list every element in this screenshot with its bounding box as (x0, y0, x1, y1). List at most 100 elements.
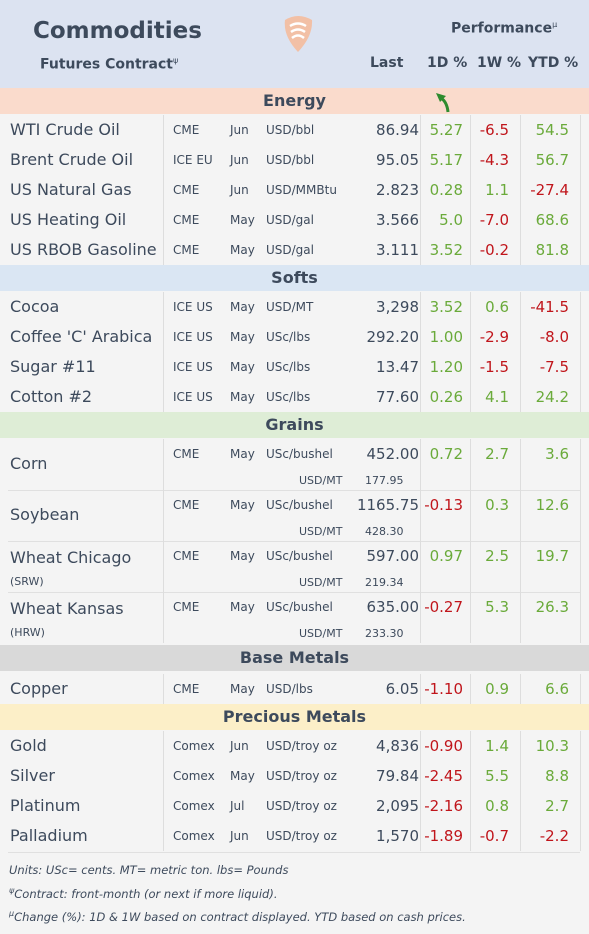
row-divider (8, 490, 580, 491)
footnote-contract: ψContract: front-month (or next if more … (9, 886, 278, 901)
col-1w: 1W % (477, 55, 522, 71)
last-price: 6.05 (385, 680, 419, 698)
unit: USD/bbl (266, 123, 315, 137)
table-row: Brent Crude Oil ICE EU Jun USD/bbl 95.05 5.17… (0, 145, 589, 175)
contract-month: May (230, 447, 255, 461)
contract-month: Jun (230, 739, 249, 753)
commodity-name: Silver (10, 766, 55, 785)
column-divider (580, 674, 581, 704)
change-ytd: -27.4 (530, 181, 569, 199)
change-1d: 0.28 (429, 181, 463, 199)
unit: USD/MT (266, 300, 314, 314)
row-divider (8, 541, 580, 542)
contract-month: May (230, 600, 255, 614)
column-divider (470, 115, 471, 265)
unit: USD/gal (266, 213, 314, 227)
contract-month: May (230, 682, 255, 696)
change-1d: 0.72 (429, 445, 463, 463)
change-ytd: 54.5 (535, 121, 569, 139)
section-header-precious: Precious Metals (0, 704, 589, 730)
commodity-name: Palladium (10, 826, 88, 845)
unit-metric: USD/MT (299, 576, 343, 589)
section-header-base: Base Metals (0, 645, 589, 671)
column-divider (420, 115, 421, 265)
last-price: 3.566 (376, 211, 419, 229)
table-row: Gold Comex Jun USD/troy oz 4,836 -0.90 1.4 10.3 (0, 731, 589, 761)
commodity-name: Cocoa (10, 297, 60, 316)
page-title: Commodities (33, 18, 202, 44)
last-price-metric: 219.34 (365, 576, 404, 589)
change-1d: 0.97 (429, 547, 463, 565)
change-1d: 1.20 (429, 358, 463, 376)
change-1d: -0.90 (424, 737, 463, 755)
table-row: Silver Comex May USD/troy oz 79.84 -2.45 5.5 8.… (0, 761, 589, 791)
row-divider (8, 592, 580, 593)
unit: USD/troy oz (266, 799, 337, 813)
unit: USD/bbl (266, 153, 315, 167)
column-divider (580, 115, 581, 265)
change-1w: -0.7 (479, 827, 509, 845)
exchange: CME (173, 213, 200, 227)
exchange: CME (173, 183, 200, 197)
section-header-grains: Grains (0, 412, 589, 438)
commodity-name: Sugar #11 (10, 357, 96, 376)
table-row: Corn CME May USc/bushel 452.00 0.72 2.7 3.6 USD/… (0, 439, 589, 490)
change-1w: -6.5 (479, 121, 509, 139)
commodity-note: (HRW) (10, 626, 45, 639)
change-ytd: 26.3 (535, 598, 569, 616)
last-price: 2,095 (376, 797, 419, 815)
change-1d: 3.52 (429, 298, 463, 316)
last-price: 13.47 (376, 358, 419, 376)
column-divider (420, 731, 421, 851)
contract-month: May (230, 549, 255, 563)
commodity-name: Gold (10, 736, 47, 755)
commodity-name: Platinum (10, 796, 81, 815)
table-row: Soybean CME May USc/bushel 1165.75 -0.13 0.3 12… (0, 490, 589, 541)
exchange: CME (173, 498, 200, 512)
change-ytd: -7.5 (539, 358, 569, 376)
change-1w: 5.5 (485, 767, 509, 785)
change-1w: 2.7 (485, 445, 509, 463)
table-row: Copper CME May USD/lbs 6.05 -1.10 0.9 6.6 (0, 674, 589, 704)
exchange: CME (173, 549, 200, 563)
change-ytd: 81.8 (535, 241, 569, 259)
commodity-name: Soybean (10, 505, 80, 524)
last-price: 292.20 (366, 328, 420, 346)
table-row: Platinum Comex Jul USD/troy oz 2,095 -2.16 0.8… (0, 791, 589, 821)
table-row: US RBOB Gasoline CME May USD/gal 3.111 3.52 -0… (0, 235, 589, 265)
column-divider (163, 731, 164, 851)
change-1d: -1.10 (424, 680, 463, 698)
change-1w: 2.5 (485, 547, 509, 565)
last-price: 3,298 (376, 298, 419, 316)
subtitle-sup: ψ (173, 56, 179, 65)
table-row: Wheat Kansas (HRW) CME May USc/bushel 635.00-… (0, 592, 589, 643)
change-1w: 0.6 (485, 298, 509, 316)
change-ytd: 10.3 (535, 737, 569, 755)
change-ytd: 8.8 (545, 767, 569, 785)
header: Commodities Futures Contractψ Performanc… (0, 0, 589, 88)
col-last: Last (370, 55, 404, 71)
last-price: 1165.75 (356, 496, 419, 514)
column-divider (470, 674, 471, 704)
last-price: 2.823 (376, 181, 419, 199)
last-price-metric: 233.30 (365, 627, 404, 640)
column-divider (520, 292, 521, 412)
contract-month: May (230, 769, 255, 783)
last-price: 1,570 (376, 827, 419, 845)
exchange: Comex (173, 739, 215, 753)
column-divider (163, 674, 164, 704)
exchange: CME (173, 600, 200, 614)
table-row: Cocoa ICE US May USD/MT 3,298 3.52 0.6 -41.5 (0, 292, 589, 322)
commodity-name: Wheat Kansas (10, 599, 124, 618)
table-row: US Heating Oil CME May USD/gal 3.566 5.0 -7.0 6… (0, 205, 589, 235)
contract-month: Jun (230, 123, 249, 137)
unit: USD/lbs (266, 682, 313, 696)
table-row: Wheat Chicago (SRW) CME May USc/bushel 597.00… (0, 541, 589, 592)
column-divider (580, 439, 581, 643)
contract-month: May (230, 498, 255, 512)
last-price: 597.00 (366, 547, 420, 565)
change-1d: -0.27 (424, 598, 463, 616)
change-1w: 0.8 (485, 797, 509, 815)
footnote-units: Units: USc= cents. MT= metric ton. lbs= … (9, 863, 289, 877)
exchange: CME (173, 123, 200, 137)
